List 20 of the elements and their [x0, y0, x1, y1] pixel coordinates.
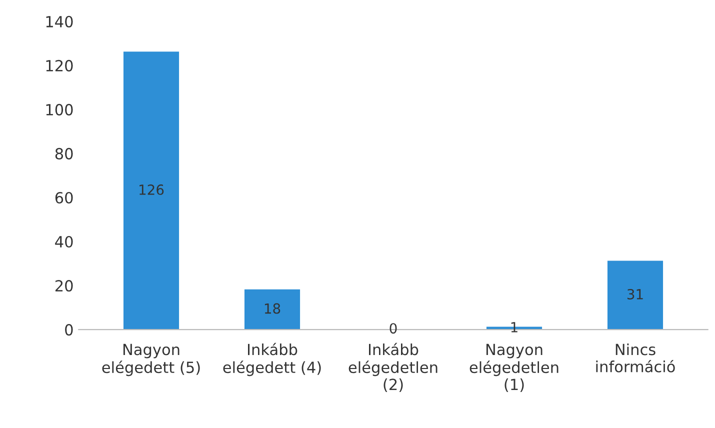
bar: [607, 260, 664, 330]
y-tick-label: 60: [55, 192, 73, 204]
data-label: 0: [390, 323, 397, 334]
data-label: 126: [140, 184, 164, 195]
y-tick-label: 100: [46, 104, 73, 116]
y-tick-label: 140: [46, 16, 73, 28]
y-tick-label: 80: [55, 148, 73, 160]
y-tick-label: 0: [65, 324, 73, 336]
data-label: 18: [264, 303, 280, 314]
y-tick-label: 20: [55, 280, 73, 292]
x-tick-label: Nagyon elégedetlen (1): [470, 344, 558, 392]
y-tick-label: 40: [55, 236, 73, 248]
data-label: 31: [627, 288, 643, 300]
bar: [244, 289, 300, 330]
x-tick-label: Inkább elégedett (4): [223, 342, 321, 376]
x-tick-label: Nagyon elégedett (5): [102, 344, 200, 376]
y-tick-label: 120: [46, 60, 73, 72]
x-tick-label: Nincs információ: [596, 343, 675, 372]
x-tick-label: Inkább elégedetlen (2): [348, 342, 438, 392]
bar: [123, 52, 180, 330]
